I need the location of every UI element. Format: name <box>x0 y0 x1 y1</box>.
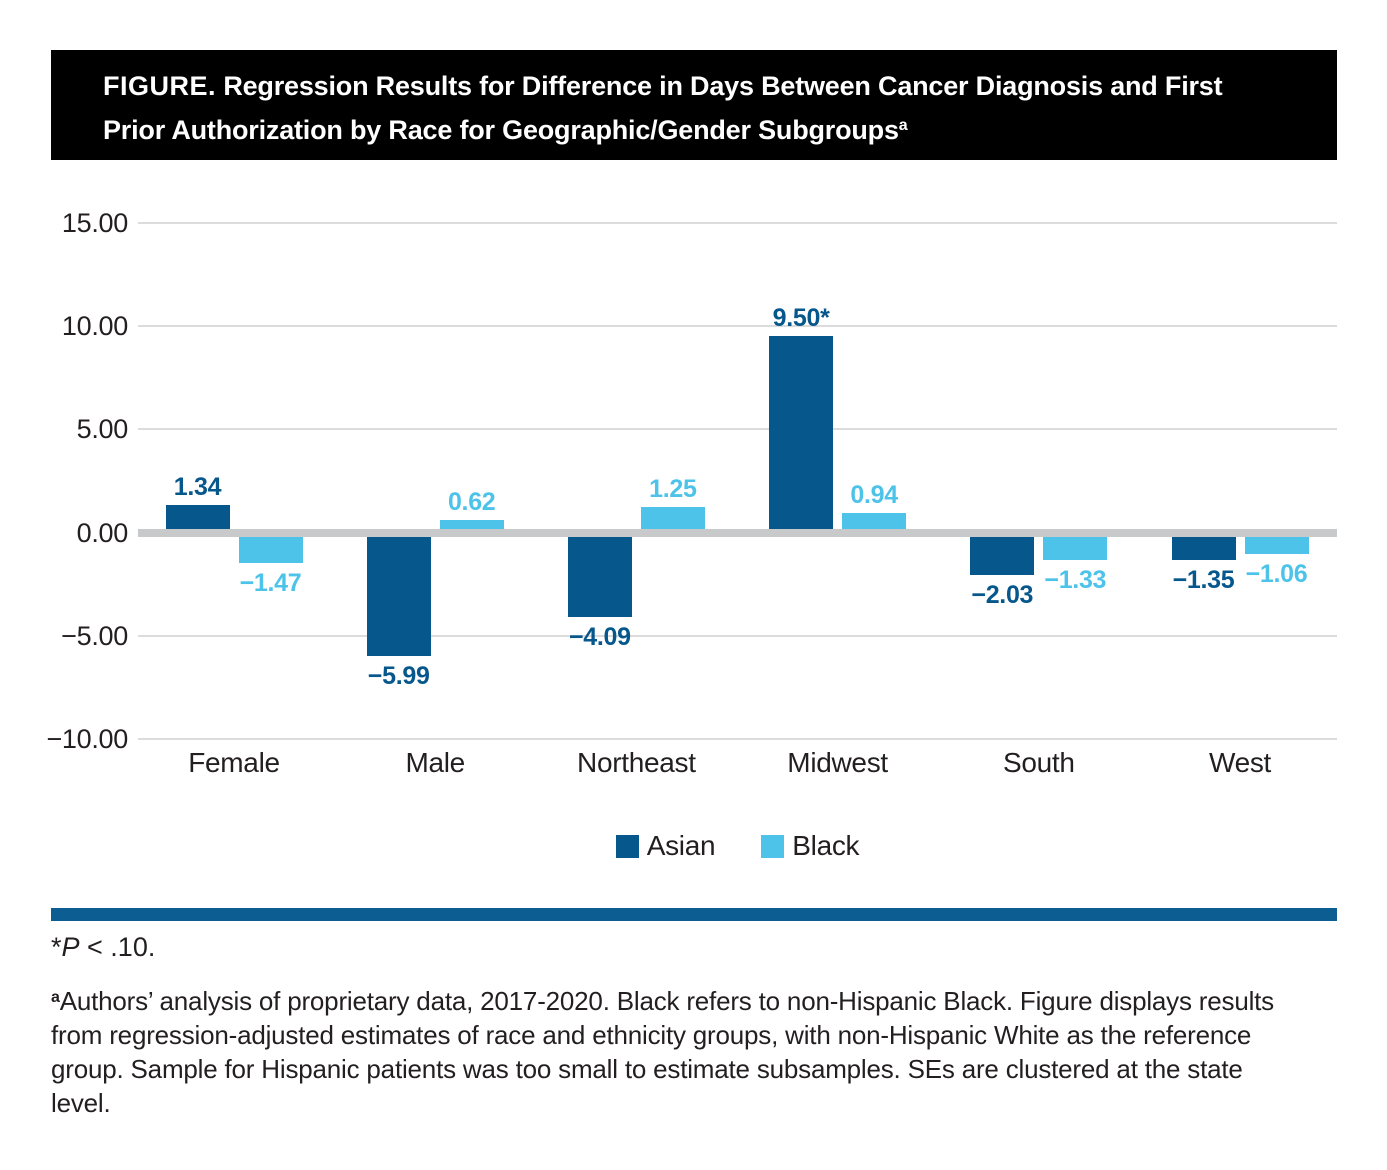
bar-value-label: 0.62 <box>447 487 496 516</box>
bar-asian-male <box>366 532 431 657</box>
bar-value-label: 9.50* <box>772 304 830 333</box>
grid-line <box>138 738 1337 741</box>
x-axis-category-label: Midwest <box>787 747 888 778</box>
bar-value-label: −1.47 <box>239 568 302 597</box>
significance-footnote: *P < .10. <box>51 932 155 963</box>
bar-black-midwest <box>842 513 907 533</box>
y-axis-tick-label: 15.00 <box>61 207 128 238</box>
figure-header: FIGURE. Regression Results for Differenc… <box>51 50 1337 160</box>
separator-bar <box>51 908 1337 921</box>
x-axis-category-label: Male <box>405 747 465 778</box>
y-axis-tick-label: −10.00 <box>46 724 128 755</box>
bar-value-label: −1.06 <box>1245 560 1308 589</box>
bar-black-west <box>1244 532 1309 555</box>
significance-p: P <box>61 932 80 962</box>
x-axis-category-label: Northeast <box>577 747 696 778</box>
bar-value-label: 1.25 <box>649 474 697 503</box>
bar-value-label: 0.94 <box>850 481 898 510</box>
bar-value-label: −4.09 <box>569 623 631 652</box>
figure-title-superscript: a <box>898 117 908 134</box>
source-footnote-marker: a <box>51 989 60 1006</box>
bar-value-label: −1.33 <box>1044 566 1107 595</box>
y-axis-tick-label: 0.00 <box>76 517 129 548</box>
source-footnote: aAuthors’ analysis of proprietary data, … <box>51 981 1309 1120</box>
x-axis-category-label: Female <box>188 747 280 778</box>
figure-title-text: Regression Results for Difference in Day… <box>103 71 1223 145</box>
bar-asian-midwest <box>769 336 834 533</box>
x-axis-category-label: West <box>1208 747 1272 778</box>
chart-legend: Asian Black <box>138 830 1337 862</box>
bar-value-label: 1.34 <box>173 472 222 501</box>
legend-swatch-asian <box>615 834 639 858</box>
grid-line <box>138 428 1337 431</box>
legend-label-asian: Asian <box>646 830 716 861</box>
x-axis-category-label: South <box>1002 747 1075 778</box>
legend-swatch-black <box>761 834 785 858</box>
bar-black-female <box>238 532 303 563</box>
bar-asian-south <box>970 532 1035 575</box>
legend-label-black: Black <box>792 830 860 861</box>
legend-item-asian: Asian <box>615 830 716 862</box>
bar-asian-northeast <box>567 532 632 618</box>
source-footnote-text: Authors’ analysis of proprietary data, 2… <box>51 986 1274 1118</box>
y-axis-tick-label: 10.00 <box>61 311 128 341</box>
bar-value-label: −2.03 <box>971 580 1034 609</box>
figure-title: FIGURE. Regression Results for Differenc… <box>103 67 1263 150</box>
bar-asian-west <box>1171 532 1236 561</box>
bar-value-label: −5.99 <box>367 662 430 691</box>
significance-star: * <box>51 932 62 962</box>
grid-line <box>138 634 1337 637</box>
significance-rest: < .10. <box>79 932 156 962</box>
bar-asian-female <box>165 504 230 533</box>
bar-value-label: −1.35 <box>1172 566 1235 595</box>
grid-line <box>138 325 1337 327</box>
y-axis-tick-label: −5.00 <box>61 620 128 651</box>
bar-black-south <box>1043 532 1108 561</box>
y-axis-tick-label: 5.00 <box>76 414 129 445</box>
legend-item-black: Black <box>761 830 860 862</box>
figure-title-label: FIGURE. <box>103 71 217 101</box>
bar-black-northeast <box>640 506 705 533</box>
zero-axis-line <box>138 528 1337 537</box>
grid-line <box>138 221 1337 224</box>
